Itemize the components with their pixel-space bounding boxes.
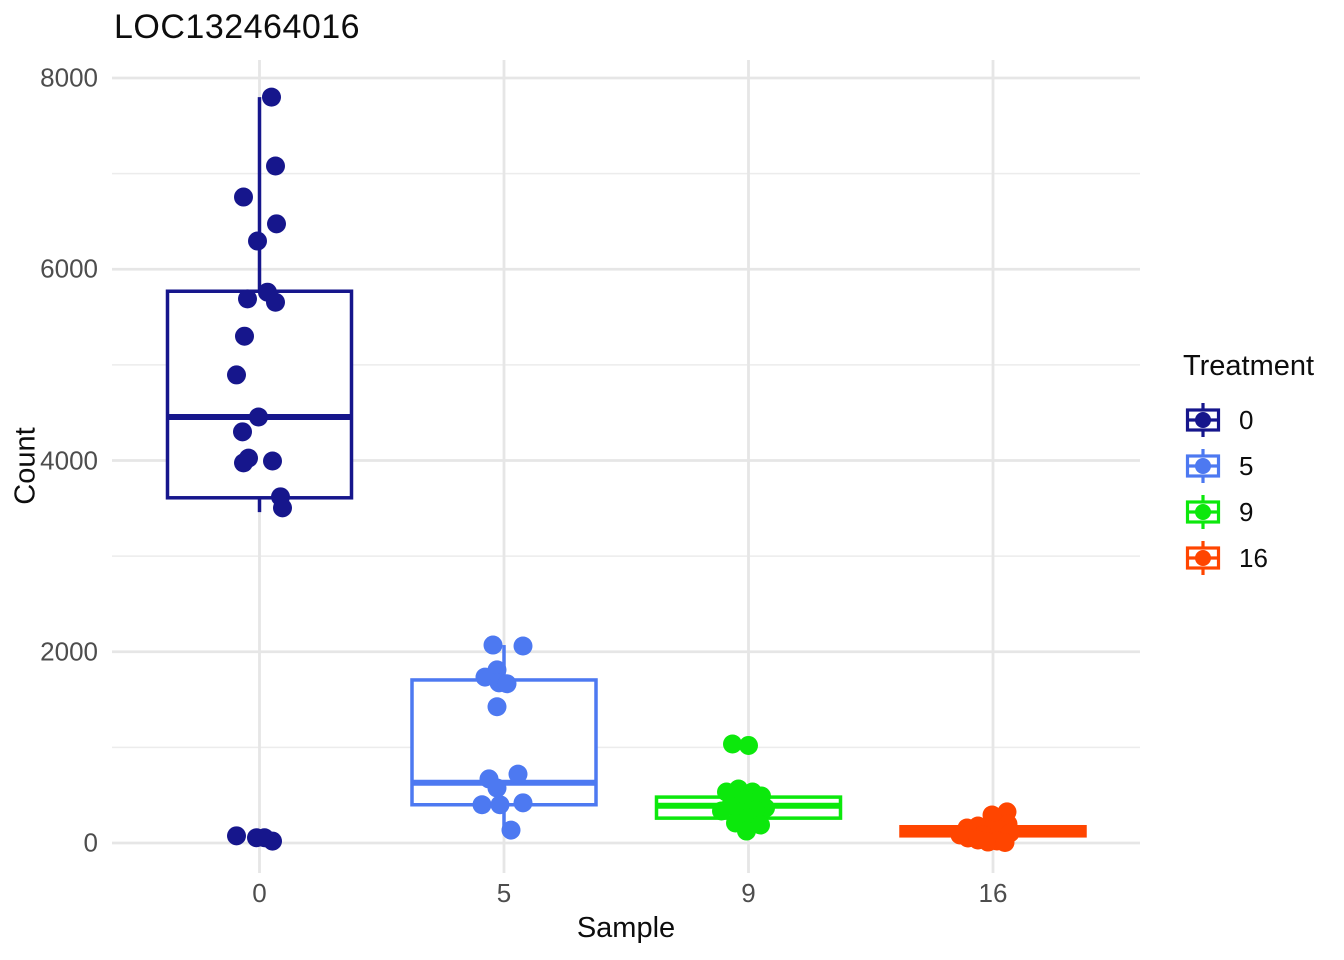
- legend-entry: 16: [1183, 535, 1314, 581]
- data-point: [263, 451, 282, 471]
- data-point: [249, 407, 268, 427]
- legend-key-boxplot-icon: [1185, 449, 1221, 483]
- x-tick-label: 9: [741, 878, 756, 908]
- data-point: [263, 831, 282, 851]
- data-point: [234, 187, 253, 207]
- legend-entry: 5: [1183, 443, 1314, 489]
- data-point: [490, 795, 510, 815]
- legend-key-boxplot-icon: [1185, 541, 1221, 575]
- data-point: [227, 365, 246, 385]
- x-tick-label: 5: [496, 878, 512, 908]
- data-point: [472, 795, 492, 815]
- data-point: [508, 764, 528, 784]
- y-tick-label: 4000: [40, 445, 98, 475]
- data-point: [483, 635, 503, 655]
- data-point: [497, 674, 517, 694]
- data-point: [739, 735, 758, 755]
- legend-entry: 0: [1183, 397, 1314, 443]
- data-point: [737, 821, 756, 841]
- data-point: [487, 697, 507, 717]
- x-tick-label: 16: [978, 878, 1008, 908]
- legend: Treatment 0 5 9 16: [1183, 350, 1314, 581]
- legend-title: Treatment: [1183, 350, 1315, 382]
- data-point: [995, 833, 1015, 853]
- data-point: [712, 801, 731, 821]
- data-point: [513, 636, 533, 656]
- box: [165, 289, 354, 500]
- legend-entry-label: 5: [1239, 450, 1254, 481]
- y-tick-label: 2000: [40, 636, 98, 667]
- data-point: [262, 87, 281, 107]
- y-tick-label: 8000: [40, 62, 98, 93]
- legend-entry: 9: [1183, 489, 1314, 535]
- data-point: [978, 832, 998, 852]
- legend-entry-label: 16: [1239, 542, 1268, 573]
- legend-entry-label: 9: [1239, 496, 1254, 527]
- data-point: [487, 778, 507, 798]
- y-tick-label: 0: [83, 827, 98, 858]
- y-tick-label: 6000: [40, 253, 98, 284]
- legend-key-boxplot-icon: [1185, 403, 1221, 437]
- legend-entry-label: 0: [1239, 404, 1254, 435]
- legend-key-boxplot-icon: [1185, 495, 1221, 529]
- plot-title: LOC132464016: [114, 8, 361, 46]
- data-point: [501, 820, 521, 840]
- data-point: [238, 289, 257, 309]
- x-tick-label: 0: [252, 878, 267, 908]
- data-point: [227, 826, 246, 846]
- data-point: [982, 805, 1002, 825]
- data-point: [267, 214, 286, 234]
- data-point: [723, 734, 742, 754]
- data-point: [235, 326, 254, 346]
- x-axis-title: Sample: [576, 912, 676, 944]
- legend-entries: 0 5 9 16: [1183, 397, 1314, 581]
- data-point: [513, 793, 533, 813]
- data-point: [266, 156, 285, 176]
- data-point: [248, 231, 267, 251]
- data-point: [234, 453, 253, 473]
- data-point: [266, 292, 285, 312]
- data-point: [233, 422, 252, 442]
- data-point: [273, 498, 292, 518]
